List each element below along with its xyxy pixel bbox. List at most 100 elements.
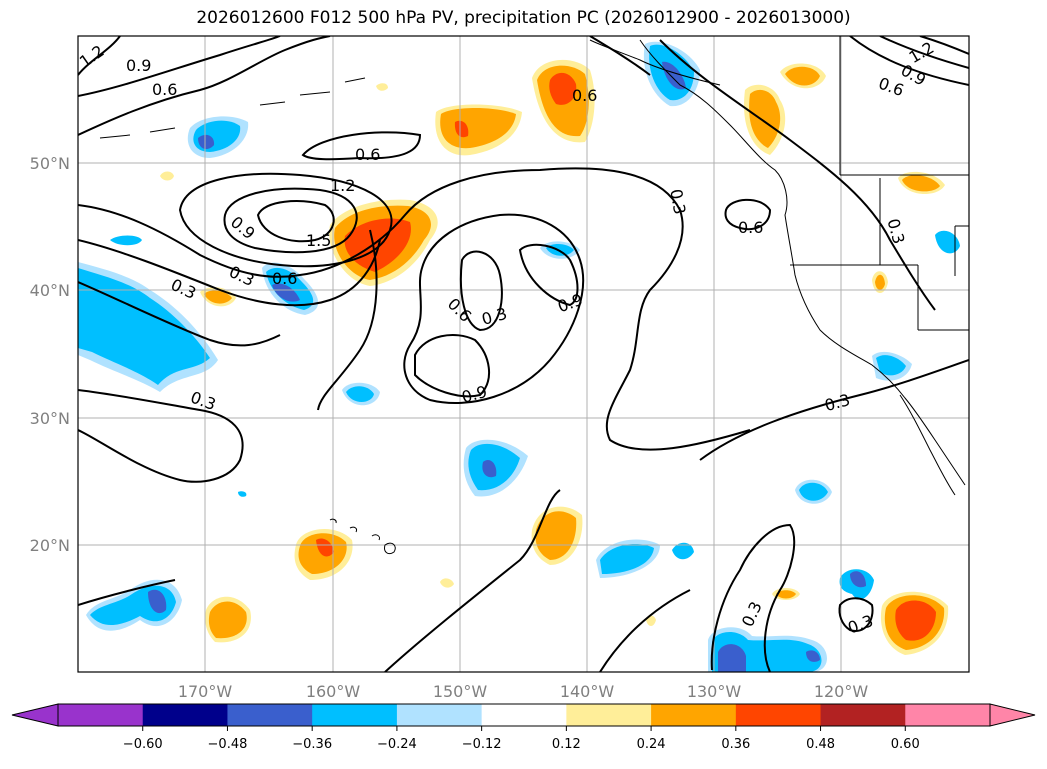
colorbar-tick-label: 0.36 <box>721 737 750 752</box>
colorbar-bin <box>227 704 313 726</box>
precip-blob <box>204 290 232 304</box>
colorbar-tick-label: −0.12 <box>462 737 502 752</box>
colorbar-tick-label: −0.36 <box>292 737 332 752</box>
precip-blob <box>272 283 300 302</box>
precip-blob <box>646 615 656 626</box>
contour-label: 1.5 <box>306 231 331 250</box>
colorbar-tick-label: 0.12 <box>552 737 581 752</box>
coastline-alaska <box>589 39 721 86</box>
contour-line <box>301 131 422 161</box>
contour-label: 1.2 <box>330 176 355 195</box>
precip-shading <box>78 41 960 672</box>
precip-blob <box>238 491 247 497</box>
lat-label: 20°N <box>30 536 70 555</box>
precip-blob <box>749 89 781 148</box>
contour-line <box>403 213 585 404</box>
contour-line <box>317 229 378 411</box>
contour-label: 0.3 <box>188 388 218 415</box>
colorbar-bin <box>142 704 228 726</box>
precip-blob <box>672 542 694 560</box>
colorbar-tick-label: −0.24 <box>377 737 417 752</box>
pv-contours <box>78 36 969 672</box>
contour-line <box>879 36 969 69</box>
precip-blob <box>895 600 936 641</box>
coastline-baja <box>899 394 956 496</box>
contour-line <box>78 36 331 136</box>
contour-line <box>78 579 176 606</box>
precip-blob <box>440 108 516 149</box>
precip-blob <box>160 171 174 181</box>
contour-line <box>589 36 651 76</box>
colorbar-frame <box>57 703 991 727</box>
colorbar-tick-label: 0.24 <box>637 737 666 752</box>
precip-blob <box>718 644 746 672</box>
precip-blob <box>600 544 654 574</box>
contour-line <box>459 250 503 332</box>
precip-blob <box>316 538 334 557</box>
colorbar-under-arrow <box>11 703 59 727</box>
lat-labels: 50°N 40°N 30°N 20°N <box>30 154 70 555</box>
contour-line <box>78 36 281 97</box>
contour-label: 0.3 <box>226 262 257 290</box>
hawaii-islands <box>329 518 396 555</box>
precip-blob <box>535 511 577 560</box>
contour-line <box>256 200 335 243</box>
colorbar-bin <box>820 704 906 726</box>
colorbar-tick-label: −0.60 <box>123 737 163 752</box>
precip-blob <box>376 83 388 91</box>
colorbar-ticks: −0.60 −0.48 −0.36 −0.24 −0.12 0.12 0.24 0.36 0.4… <box>123 726 920 752</box>
colorbar-tick-label: 0.48 <box>806 737 835 752</box>
contour-line <box>724 198 772 230</box>
chart-title: 2026012600 F012 500 hPa PV, precipitatio… <box>196 8 851 28</box>
precip-blob <box>662 61 686 90</box>
precip-blob <box>875 274 885 290</box>
precip-blob <box>198 134 215 150</box>
precip-blob <box>344 218 411 272</box>
lon-label: 150°W <box>433 682 488 701</box>
colorbar-bins <box>58 704 991 726</box>
contour-label: 0.3 <box>666 188 689 216</box>
lon-label: 140°W <box>560 682 615 701</box>
contour-label: 0.9 <box>227 212 259 243</box>
contour-line <box>78 36 121 76</box>
contour-line <box>659 39 936 311</box>
contour-line <box>223 187 358 254</box>
precip-blob <box>346 386 374 402</box>
contour-label: 0.9 <box>555 290 585 317</box>
contour-label: 0.6 <box>572 86 597 105</box>
contour-line <box>384 489 561 672</box>
contour-label: 1.2 <box>76 41 108 71</box>
colorbar-bin <box>396 704 483 726</box>
colorbar-bin <box>905 704 991 726</box>
colorbar-bin <box>651 704 737 726</box>
lat-label: 40°N <box>30 281 70 300</box>
precip-blob <box>935 230 960 254</box>
precip-blob <box>208 601 247 639</box>
precip-blob <box>549 72 577 105</box>
contour-line <box>78 239 381 307</box>
aleutian-islands <box>99 77 366 139</box>
precip-blob <box>482 459 497 478</box>
colorbar-bin <box>312 704 398 726</box>
contour-line <box>414 334 491 398</box>
precip-blob <box>110 235 142 246</box>
contour-line <box>699 359 969 461</box>
precip-blob <box>876 355 906 376</box>
contour-line <box>78 389 244 483</box>
colorbar-tick-label: −0.48 <box>208 737 248 752</box>
lon-label: 130°W <box>687 682 742 701</box>
lat-label: 50°N <box>30 154 70 173</box>
contour-label: 0.6 <box>272 269 297 288</box>
precip-blob <box>440 578 454 588</box>
contour-line <box>78 167 751 451</box>
precip-blob <box>785 66 820 86</box>
colorbar-over-arrow <box>989 703 1036 727</box>
colorbar-tick-label: 0.60 <box>891 737 920 752</box>
contour-label: 0.6 <box>152 80 177 99</box>
precip-blob <box>454 120 469 138</box>
colorbar-bin <box>566 704 652 726</box>
contour-label: 0.6 <box>355 145 380 164</box>
contour-line <box>849 36 969 86</box>
lon-label: 160°W <box>306 682 361 701</box>
